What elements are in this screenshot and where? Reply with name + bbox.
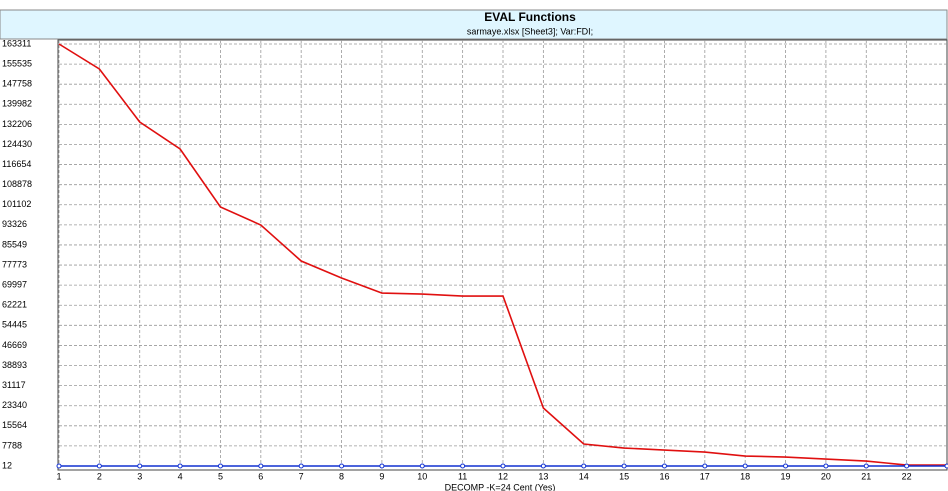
y-tick-label: 147758	[2, 79, 32, 89]
x-tick-label: 12	[498, 471, 508, 481]
y-tick-label: 62221	[2, 300, 27, 310]
x-tick-label: 11	[458, 471, 467, 481]
y-tick-label: 15564	[2, 420, 27, 430]
point-marker	[743, 464, 747, 468]
point-marker	[340, 464, 344, 468]
point-marker	[582, 464, 586, 468]
point-marker	[218, 464, 222, 468]
x-tick-label: 1	[56, 471, 61, 481]
x-tick-label: 13	[538, 471, 548, 481]
x-tick-label: 3	[137, 471, 142, 481]
point-marker	[57, 464, 61, 468]
x-tick-label: 15	[619, 471, 629, 481]
x-tick-label: 14	[579, 471, 589, 481]
y-tick-label: 31117	[2, 380, 26, 390]
point-marker	[864, 464, 868, 468]
point-marker	[501, 464, 505, 468]
x-tick-label: 18	[740, 471, 750, 481]
point-marker	[299, 464, 303, 468]
point-marker	[703, 464, 707, 468]
point-marker	[622, 464, 626, 468]
point-marker	[178, 464, 182, 468]
point-marker	[380, 464, 384, 468]
chart: EVAL Functions sarmaye.xlsx [Sheet3]; Va…	[0, 0, 948, 491]
point-marker	[97, 464, 101, 468]
page: EVAL Functions sarmaye.xlsx [Sheet3]; Va…	[0, 0, 948, 491]
x-axis-label: DECOMP -K=24 Cent (Yes)	[445, 482, 556, 491]
y-tick-label: 132206	[2, 119, 32, 129]
point-marker	[138, 464, 142, 468]
x-tick-label: 8	[339, 471, 344, 481]
y-tick-label: 85549	[2, 239, 27, 249]
y-tick-label: 12	[2, 460, 12, 470]
chart-title: EVAL Functions	[484, 10, 576, 24]
y-tick-label: 139982	[2, 99, 32, 109]
x-tick-label: 21	[861, 471, 871, 481]
y-tick-label: 69997	[2, 280, 27, 290]
y-tick-label: 23340	[2, 400, 27, 410]
point-marker	[541, 464, 545, 468]
y-tick-label: 116654	[2, 159, 31, 169]
point-marker	[824, 464, 828, 468]
x-tick-label: 22	[902, 471, 912, 481]
chart-subtitle: sarmaye.xlsx [Sheet3]; Var:FDI;	[467, 26, 593, 36]
y-tick-label: 77773	[2, 259, 27, 269]
y-tick-label: 93326	[2, 219, 27, 229]
x-tick-label: 17	[700, 471, 710, 481]
y-tick-label: 101102	[2, 199, 31, 209]
y-tick-label: 124430	[2, 139, 32, 149]
x-tick-label: 2	[97, 471, 102, 481]
point-marker	[259, 464, 263, 468]
point-marker	[662, 464, 666, 468]
x-tick-label: 5	[218, 471, 223, 481]
y-tick-label: 163311	[2, 38, 31, 48]
y-tick-label: 46669	[2, 340, 27, 350]
x-tick-label: 9	[379, 471, 384, 481]
point-marker	[420, 464, 424, 468]
x-tick-label: 7	[299, 471, 304, 481]
x-tick-label: 4	[178, 471, 183, 481]
y-tick-label: 155535	[2, 58, 32, 68]
x-tick-label: 10	[417, 471, 427, 481]
y-tick-label: 108878	[2, 179, 32, 189]
y-tick-label: 7788	[2, 440, 22, 450]
x-tick-label: 6	[258, 471, 263, 481]
point-marker	[784, 464, 788, 468]
x-tick-label: 19	[781, 471, 791, 481]
x-tick-label: 20	[821, 471, 831, 481]
point-marker	[461, 464, 465, 468]
x-tick-label: 16	[659, 471, 669, 481]
y-tick-label: 38893	[2, 360, 27, 370]
y-tick-label: 54445	[2, 320, 27, 330]
point-marker	[905, 464, 909, 468]
